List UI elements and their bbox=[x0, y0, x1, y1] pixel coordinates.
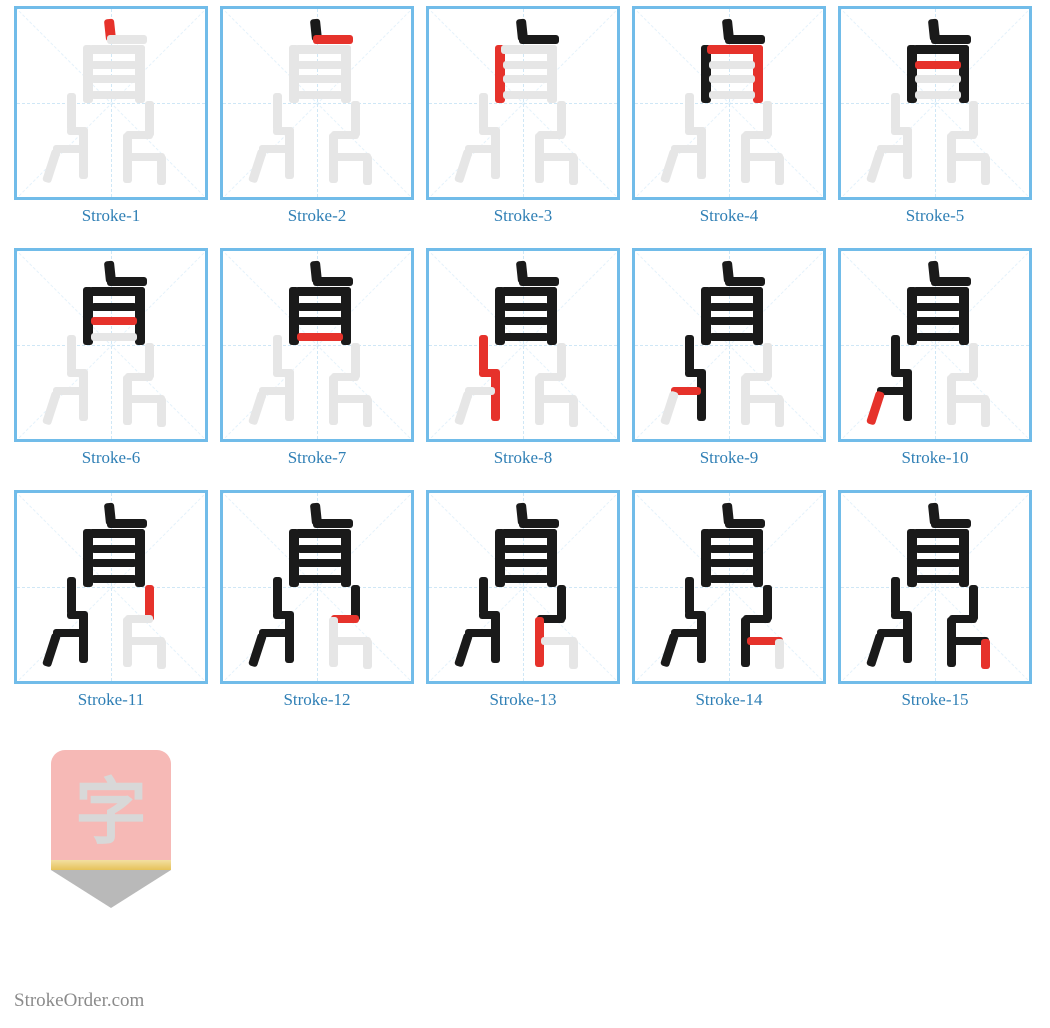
stroke-caption: Stroke-3 bbox=[426, 206, 620, 226]
stroke-cell: Stroke-9 bbox=[632, 248, 826, 468]
stroke-cell: Stroke-15 bbox=[838, 490, 1032, 710]
stroke-cell: Stroke-14 bbox=[632, 490, 826, 710]
watermark-text: StrokeOrder.com bbox=[14, 990, 144, 1012]
stroke-tile bbox=[632, 248, 826, 442]
stroke-tile bbox=[220, 6, 414, 200]
stroke-cell: Stroke-2 bbox=[220, 6, 414, 226]
stroke-tile bbox=[220, 248, 414, 442]
stroke-grid: Stroke-1 Stroke-2 Stroke-3 Stroke-4 Stroke-5… bbox=[14, 6, 1044, 948]
stroke-cell: Stroke-11 bbox=[14, 490, 208, 710]
stroke-tile bbox=[838, 6, 1032, 200]
stroke-tile bbox=[426, 490, 620, 684]
stroke-caption: Stroke-9 bbox=[632, 448, 826, 468]
stroke-cell: Stroke-10 bbox=[838, 248, 1032, 468]
stroke-cell: Stroke-7 bbox=[220, 248, 414, 468]
stroke-caption: Stroke-13 bbox=[426, 690, 620, 710]
stroke-caption: Stroke-8 bbox=[426, 448, 620, 468]
logo-character: 字 bbox=[75, 753, 147, 858]
stroke-caption: Stroke-2 bbox=[220, 206, 414, 226]
stroke-cell: Stroke-6 bbox=[14, 248, 208, 468]
stroke-tile bbox=[220, 490, 414, 684]
stroke-cell: Stroke-8 bbox=[426, 248, 620, 468]
stroke-caption: Stroke-7 bbox=[220, 448, 414, 468]
stroke-tile bbox=[838, 248, 1032, 442]
stroke-caption: Stroke-6 bbox=[14, 448, 208, 468]
stroke-caption: Stroke-14 bbox=[632, 690, 826, 710]
stroke-caption: Stroke-5 bbox=[838, 206, 1032, 226]
stroke-caption: Stroke-10 bbox=[838, 448, 1032, 468]
stroke-cell: Stroke-1 bbox=[14, 6, 208, 226]
stroke-cell: Stroke-12 bbox=[220, 490, 414, 710]
stroke-tile bbox=[632, 490, 826, 684]
stroke-tile bbox=[838, 490, 1032, 684]
stroke-tile bbox=[632, 6, 826, 200]
stroke-cell: Stroke-13 bbox=[426, 490, 620, 710]
logo-tile: 字 bbox=[14, 732, 208, 926]
stroke-caption: Stroke-1 bbox=[14, 206, 208, 226]
stroke-cell: Stroke-5 bbox=[838, 6, 1032, 226]
stroke-cell: Stroke-4 bbox=[632, 6, 826, 226]
stroke-caption: Stroke-4 bbox=[632, 206, 826, 226]
logo-cell: 字 bbox=[14, 732, 208, 926]
stroke-tile bbox=[426, 6, 620, 200]
stroke-tile bbox=[14, 490, 208, 684]
stroke-tile bbox=[14, 6, 208, 200]
stroke-caption: Stroke-12 bbox=[220, 690, 414, 710]
stroke-caption: Stroke-15 bbox=[838, 690, 1032, 710]
stroke-caption: Stroke-11 bbox=[14, 690, 208, 710]
stroke-tile bbox=[426, 248, 620, 442]
stroke-cell: Stroke-3 bbox=[426, 6, 620, 226]
stroke-tile bbox=[14, 248, 208, 442]
